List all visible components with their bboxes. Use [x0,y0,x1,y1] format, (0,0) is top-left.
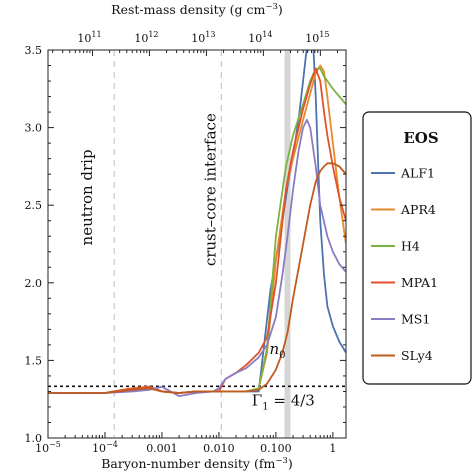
crust-core-label: crust–core interface [201,113,219,266]
gamma-label-subscript: 1 [262,401,268,412]
neutron-drip-label: neutron drip [78,149,96,245]
top-tick-exponent: 14 [262,30,272,39]
x-tick-base: 0.100 [260,442,292,455]
gamma-label: Γ1 = 4/3 [252,391,315,412]
x-tick-label: 0.100 [260,442,292,455]
series-line-sly4 [48,162,346,394]
plot-frame [47,49,347,439]
gamma-label-symbol: Γ [252,391,262,409]
x-tick-base: 1 [329,442,336,455]
top-axis-label-text: Rest-mass density (g cm [111,2,265,17]
x-tick-base: 10 [92,442,106,455]
x-tick-base: 0.010 [203,442,235,455]
n0-label-subscript: 0 [279,350,285,361]
top-axis-label-exponent: −3 [265,2,278,12]
series-group [48,50,346,397]
y-tick-label: 1.5 [25,354,43,367]
x-axis-label-end: ) [288,456,293,471]
top-tick-base: 10 [248,32,262,45]
x-tick-exponent: −4 [106,440,118,449]
x-tick-label: 1 [329,442,336,455]
legend-entry-apr4: APR4 [400,202,436,217]
x-tick-base: 0.001 [146,442,178,455]
y-tick-label: 2.0 [25,277,43,290]
top-tick-exponent: 12 [148,30,158,39]
n0-label: n0 [270,340,286,361]
top-tick-label: 1011 [77,30,101,45]
legend-entry-alf1: ALF1 [400,166,435,181]
n0-label-base: n [270,340,280,358]
x-tick-label: 10−4 [92,440,118,455]
top-axis-label-end: ) [278,2,283,17]
top-tick-exponent: 15 [319,30,329,39]
top-tick-label: 1014 [248,30,272,45]
y-tick-label: 2.5 [25,199,43,212]
x-axis-label-text: Baryon-number density (fm [101,456,275,471]
gamma-label-value: = 4/3 [269,391,315,409]
y-tick-label: 3.5 [25,44,43,57]
top-tick-label: 1012 [134,30,158,45]
top-tick-label: 1015 [305,30,329,45]
top-tick-base: 10 [77,32,91,45]
legend-entry-sly4: SLy4 [401,348,433,363]
x-tick-base: 10 [35,442,49,455]
x-tick-label: 0.001 [146,442,178,455]
legend-box [362,111,472,385]
top-tick-exponent: 13 [205,30,215,39]
top-tick-base: 10 [134,32,148,45]
y-tick-label: 3.0 [25,122,43,135]
legend-entry-ms1: MS1 [401,312,430,327]
top-tick-base: 10 [305,32,319,45]
saturation-density-band [284,50,291,438]
x-axis-label: Baryon-number density (fm−3) [101,456,292,471]
x-axis-label-exponent: −3 [275,456,288,466]
plot-area: 1.01.52.02.53.03.510−5 10−4 0.001 0.010 0.10… [25,2,347,471]
top-tick-base: 10 [191,32,205,45]
y-tick-label: 1.0 [25,432,43,445]
legend: EOS ALF1 APR4 H4 MPA1 MS1 SLy4 [362,111,472,385]
x-tick-label: 0.010 [203,442,235,455]
top-tick-label: 1013 [191,30,215,45]
legend-entry-mpa1: MPA1 [401,275,438,290]
x-tick-exponent: −5 [49,440,61,449]
x-tick-label: 10−5 [35,440,61,455]
legend-entry-h4: H4 [401,239,420,254]
top-tick-exponent: 11 [91,30,101,39]
top-axis-label: Rest-mass density (g cm−3) [111,2,283,17]
legend-title: EOS [403,129,438,147]
